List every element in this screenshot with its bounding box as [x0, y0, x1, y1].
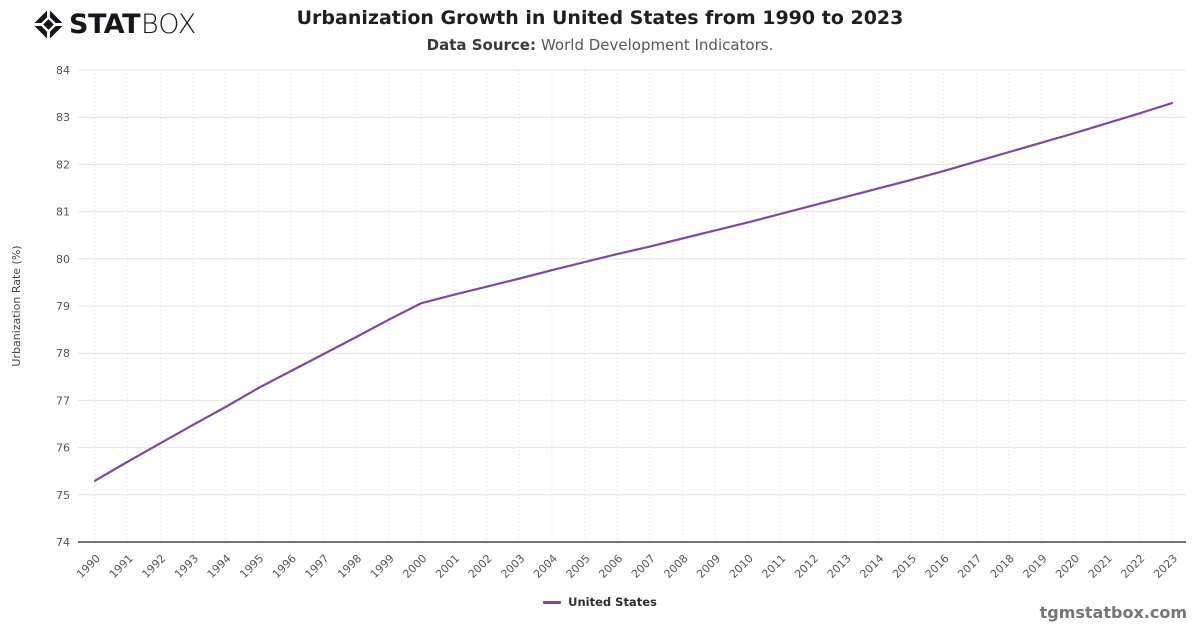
- svg-text:82: 82: [56, 158, 70, 171]
- svg-text:2010: 2010: [727, 552, 756, 581]
- svg-text:74: 74: [56, 536, 70, 549]
- svg-text:2002: 2002: [466, 552, 495, 581]
- svg-text:1991: 1991: [107, 552, 136, 581]
- svg-text:2000: 2000: [400, 552, 429, 581]
- svg-text:1998: 1998: [335, 552, 364, 581]
- watermark: tgmstatbox.com: [1039, 603, 1187, 622]
- data-source-value: World Development Indicators.: [540, 36, 774, 54]
- statbox-diamond-icon: [34, 10, 63, 39]
- svg-text:1992: 1992: [139, 552, 168, 581]
- svg-text:1999: 1999: [368, 552, 397, 581]
- svg-text:2016: 2016: [923, 552, 952, 581]
- svg-text:1994: 1994: [205, 552, 234, 581]
- svg-text:1990: 1990: [74, 552, 103, 581]
- svg-text:79: 79: [56, 300, 70, 313]
- svg-text:2007: 2007: [629, 552, 658, 581]
- svg-text:2012: 2012: [792, 552, 821, 581]
- svg-text:1993: 1993: [172, 552, 201, 581]
- svg-text:1996: 1996: [270, 552, 299, 581]
- svg-text:2005: 2005: [564, 552, 593, 581]
- svg-text:2001: 2001: [433, 552, 462, 581]
- svg-text:2021: 2021: [1086, 552, 1115, 581]
- svg-text:2013: 2013: [825, 552, 854, 581]
- svg-text:2006: 2006: [596, 552, 625, 581]
- svg-text:2020: 2020: [1053, 552, 1082, 581]
- svg-text:2011: 2011: [759, 552, 788, 581]
- svg-text:2019: 2019: [1021, 552, 1050, 581]
- svg-text:Urbanization Rate (%): Urbanization Rate (%): [10, 245, 23, 366]
- svg-text:77: 77: [56, 394, 70, 407]
- svg-text:76: 76: [56, 442, 70, 455]
- svg-text:75: 75: [56, 489, 70, 502]
- svg-text:2023: 2023: [1151, 552, 1180, 581]
- svg-text:2014: 2014: [857, 552, 886, 581]
- svg-text:2004: 2004: [531, 552, 560, 581]
- logo-box: BOX: [140, 9, 197, 40]
- svg-text:2017: 2017: [955, 552, 984, 581]
- svg-text:2009: 2009: [694, 552, 723, 581]
- svg-text:2008: 2008: [662, 552, 691, 581]
- statbox-logo: STAT BOX: [34, 9, 196, 40]
- statbox-logo-text: STAT BOX: [69, 9, 196, 40]
- svg-text:1995: 1995: [237, 552, 266, 581]
- data-source-label: Data Source:: [426, 36, 536, 54]
- svg-text:2003: 2003: [498, 552, 527, 581]
- chart-subtitle: Data Source: World Development Indicators…: [0, 36, 1200, 54]
- svg-text:2022: 2022: [1118, 552, 1147, 581]
- svg-text:78: 78: [56, 347, 70, 360]
- svg-text:81: 81: [56, 206, 70, 219]
- legend-line-swatch: [543, 600, 562, 604]
- svg-text:84: 84: [56, 64, 70, 77]
- chart-legend: United States: [0, 595, 1200, 609]
- svg-text:80: 80: [56, 253, 70, 266]
- legend-series-label: United States: [568, 595, 657, 609]
- logo-stat: STAT: [69, 9, 140, 40]
- chart-title: Urbanization Growth in United States fro…: [296, 7, 904, 29]
- svg-text:2018: 2018: [988, 552, 1017, 581]
- svg-text:2015: 2015: [890, 552, 919, 581]
- svg-text:1997: 1997: [303, 552, 332, 581]
- svg-text:83: 83: [56, 111, 70, 124]
